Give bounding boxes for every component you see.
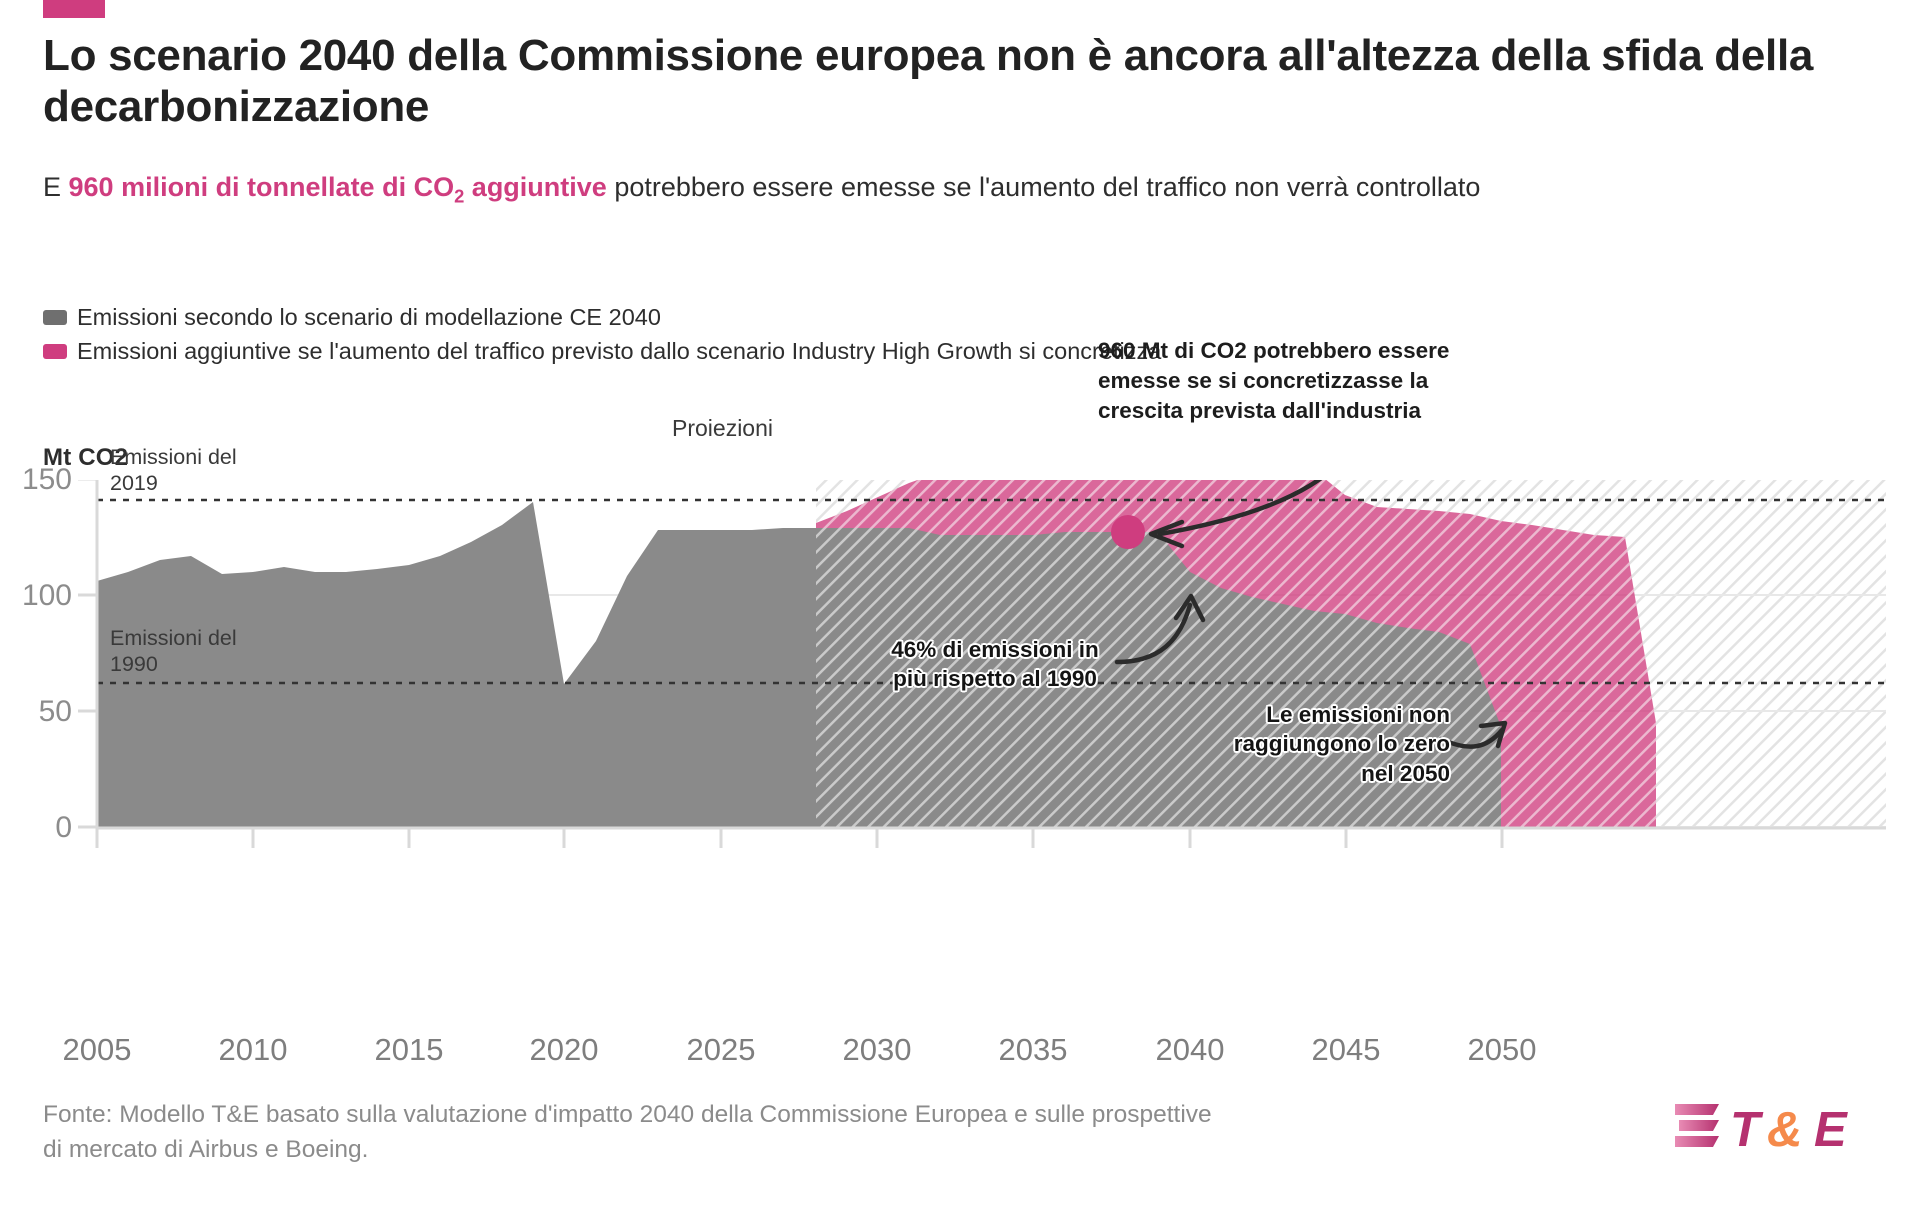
y-tick-150: 150: [21, 463, 72, 496]
x-tick-2015: 2015: [374, 1032, 444, 1067]
y-axis-ticks: [78, 480, 97, 829]
reference-label-2019-line2: 2019: [110, 471, 158, 496]
y-tick-0: 0: [55, 811, 72, 844]
projection-label: Proiezioni: [672, 415, 773, 441]
x-tick-2020: 2020: [529, 1032, 599, 1067]
legend-item-ce2040: Emissioni secondo lo scenario di modella…: [43, 300, 1161, 334]
callout-arrowhead-960: [1148, 519, 1185, 549]
reference-label-1990-line1: Emissioni del: [110, 626, 237, 650]
callout-46-percent-line1: 46% di emissioni in: [891, 637, 1099, 662]
legend-swatch-pink: [43, 343, 67, 359]
subtitle-highlight: 960 milioni di tonnellate di CO2 aggiunt…: [68, 172, 607, 206]
x-tick-2010: 2010: [218, 1032, 288, 1067]
te-logo: T & E: [1675, 1098, 1875, 1160]
callout-960mt: 960 Mt di CO2 potrebbero essere emesse s…: [1098, 336, 1518, 426]
subtitle-highlight-a: 960 milioni di tonnellate di CO: [68, 172, 455, 202]
callout-arrowhead-zero: [1478, 720, 1508, 749]
source-note: Fonte: Modello T&E basato sulla valutazi…: [43, 1098, 1603, 1168]
callout-46-percent: 46% di emissioni in più rispetto al 1990: [880, 635, 1110, 694]
x-tick-2030: 2030: [842, 1032, 912, 1067]
chart-legend: Emissioni secondo lo scenario di modella…: [43, 300, 1161, 368]
callout-zero-2050-line2: raggiungono lo zero: [1233, 731, 1450, 757]
page-subtitle: E 960 milioni di tonnellate di CO2 aggiu…: [43, 168, 1873, 209]
x-tick-2040: 2040: [1155, 1032, 1225, 1067]
callout-arrow-960: [1157, 480, 1323, 537]
legend-label-ce2040: Emissioni secondo lo scenario di modella…: [77, 303, 661, 330]
callout-zero-2050: Le emissioni non raggiungono lo zero nel…: [1175, 700, 1450, 788]
te-logo-letter-t: T: [1730, 1103, 1764, 1157]
callout-arrow-46: [1114, 602, 1193, 665]
accent-bar: [43, 0, 105, 18]
callout-960mt-line1: 960 Mt di CO2 potrebbero essere: [1098, 338, 1450, 363]
chart-canvas: [0, 480, 1920, 900]
subtitle-prefix: E: [43, 172, 69, 202]
y-axis-title: Mt CO2: [43, 444, 129, 471]
x-tick-2035: 2035: [998, 1032, 1068, 1067]
legend-swatch-grey: [43, 309, 67, 325]
te-logo-chevron-mark: [1675, 1104, 1719, 1147]
te-logo-ampersand: &: [1767, 1103, 1802, 1157]
source-note-line2: di mercato di Airbus e Boeing.: [43, 1135, 369, 1163]
x-tick-2050: 2050: [1467, 1032, 1537, 1067]
highlight-marker-dot: [1111, 515, 1145, 549]
callout-zero-2050-line1: Le emissioni non: [1266, 702, 1450, 727]
page-title: Lo scenario 2040 della Commissione europ…: [43, 31, 1814, 132]
y-tick-50: 50: [38, 695, 72, 728]
subtitle-suffix: potrebbero essere emesse se l'aumento de…: [606, 172, 1481, 202]
te-logo-letter-e: E: [1814, 1103, 1848, 1157]
y-tick-100: 100: [21, 579, 72, 612]
callout-960mt-line3: crescita prevista dall'industria: [1098, 398, 1421, 424]
reference-label-2019: Emissioni del 2019: [110, 444, 237, 496]
callout-arrowhead-46: [1173, 593, 1206, 623]
reference-label-2019-line1: Emissioni del: [110, 445, 237, 469]
legend-label-highgrowth: Emissioni aggiuntive se l'aumento del tr…: [77, 337, 1162, 364]
callout-arrow-zero: [1438, 727, 1505, 749]
x-tick-2045: 2045: [1311, 1032, 1381, 1067]
x-tick-2005: 2005: [62, 1032, 132, 1067]
callout-zero-2050-line3: nel 2050: [1361, 760, 1450, 786]
x-tick-2025: 2025: [686, 1032, 756, 1067]
source-note-line1: Fonte: Modello T&E basato sulla valutazi…: [43, 1101, 1212, 1128]
reference-label-1990-line2: 1990: [110, 652, 158, 677]
subtitle-highlight-sub: 2: [454, 185, 465, 207]
legend-item-highgrowth: Emissioni aggiuntive se l'aumento del tr…: [43, 334, 1161, 368]
x-axis-ticks: [95, 828, 1504, 848]
callout-960mt-line2: emesse se si concretizzasse la: [1098, 368, 1429, 394]
reference-label-1990: Emissioni del 1990: [110, 625, 237, 677]
subtitle-highlight-b: aggiuntive: [464, 172, 607, 202]
callout-46-percent-line2: più rispetto al 1990: [893, 666, 1097, 692]
series-ce2040-emissions: [97, 502, 1501, 827]
